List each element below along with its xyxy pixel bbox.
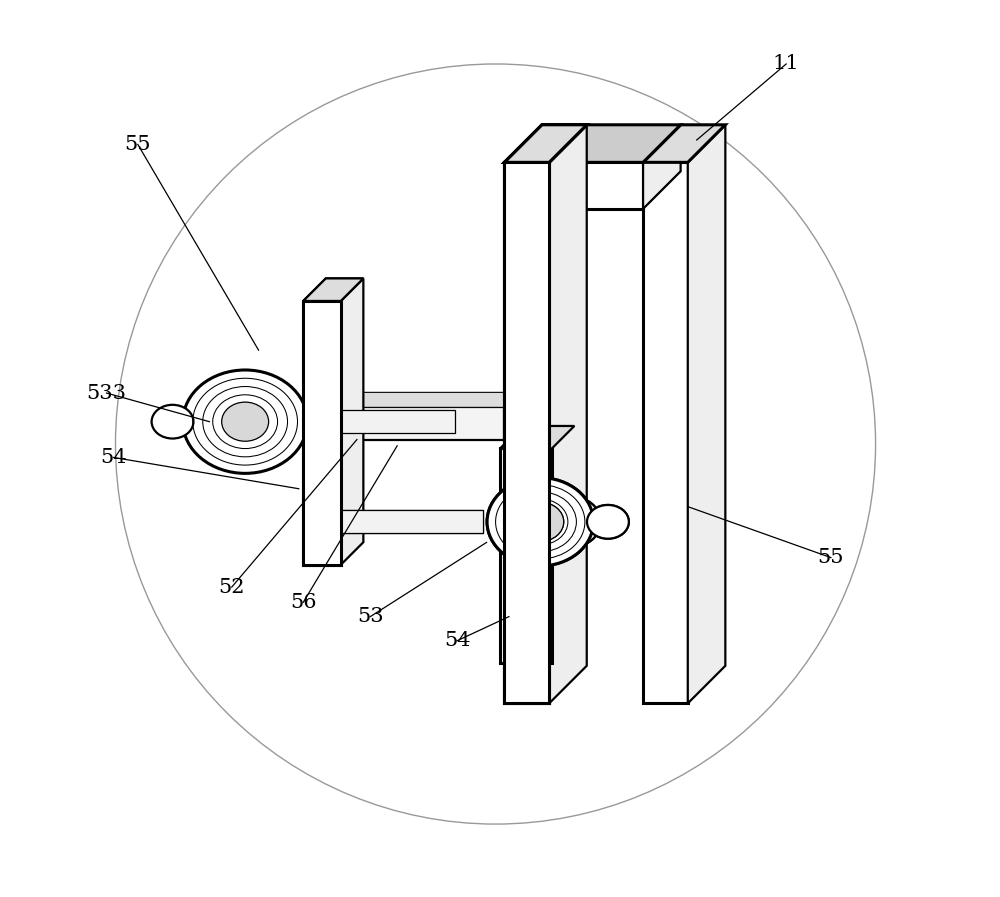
Polygon shape (303, 301, 341, 565)
Polygon shape (504, 125, 587, 162)
Text: 53: 53 (357, 607, 384, 626)
Polygon shape (341, 278, 363, 565)
Polygon shape (504, 162, 549, 703)
Ellipse shape (180, 396, 244, 448)
Text: 533: 533 (87, 384, 127, 403)
Polygon shape (340, 510, 483, 534)
Polygon shape (341, 392, 519, 407)
Polygon shape (504, 162, 549, 703)
Ellipse shape (517, 502, 564, 542)
Text: 52: 52 (218, 578, 245, 597)
Ellipse shape (487, 478, 593, 566)
Text: 55: 55 (818, 548, 844, 567)
Polygon shape (340, 510, 483, 534)
Ellipse shape (537, 496, 601, 548)
Polygon shape (303, 278, 363, 301)
Polygon shape (688, 125, 725, 703)
Polygon shape (549, 125, 681, 162)
Polygon shape (303, 301, 341, 565)
Polygon shape (643, 162, 688, 703)
Ellipse shape (222, 402, 269, 441)
Polygon shape (549, 125, 587, 703)
Ellipse shape (587, 505, 629, 539)
Polygon shape (341, 407, 504, 440)
Polygon shape (504, 162, 549, 703)
Text: 54: 54 (444, 631, 470, 650)
Text: 55: 55 (125, 135, 151, 154)
Polygon shape (303, 278, 363, 301)
Ellipse shape (487, 478, 593, 566)
Polygon shape (504, 125, 587, 162)
Text: 56: 56 (290, 593, 317, 612)
Ellipse shape (517, 502, 564, 542)
Polygon shape (643, 125, 681, 209)
Text: 54: 54 (100, 448, 127, 467)
Ellipse shape (183, 370, 307, 474)
Ellipse shape (152, 405, 193, 439)
Ellipse shape (587, 505, 629, 539)
Polygon shape (500, 426, 574, 448)
Polygon shape (504, 125, 587, 162)
Polygon shape (549, 162, 643, 209)
Polygon shape (500, 448, 552, 663)
Polygon shape (643, 125, 725, 162)
Text: 11: 11 (773, 55, 800, 74)
Polygon shape (312, 410, 455, 433)
Ellipse shape (537, 496, 601, 548)
